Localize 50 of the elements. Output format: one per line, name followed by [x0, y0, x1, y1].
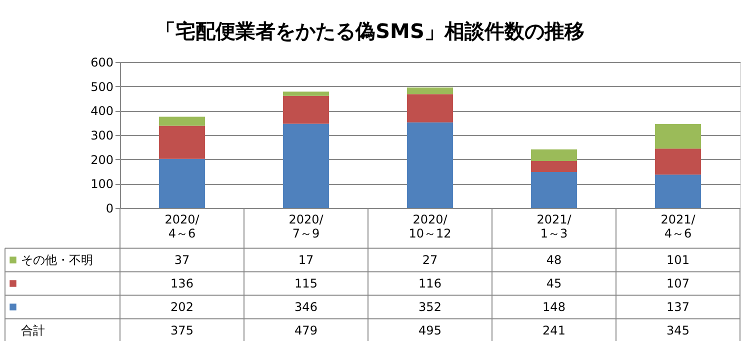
bar [159, 116, 205, 126]
text: 345 [666, 324, 690, 338]
text: 479 [294, 324, 318, 338]
bar [531, 172, 577, 208]
x-tick-label: 2021/ 4～6 [660, 212, 696, 240]
y-tick-label: 0 [106, 202, 114, 216]
data-label: 136 [170, 276, 194, 290]
y-tick-label: 100 [90, 177, 114, 192]
bar [283, 92, 329, 96]
y-tick-label: 400 [90, 104, 114, 118]
bar [407, 94, 453, 122]
y-tick-label: 300 [90, 128, 114, 142]
bar [407, 88, 453, 94]
bar [159, 126, 205, 159]
text: 合計 [21, 324, 45, 338]
legend-label: その他・不明 [21, 253, 93, 267]
data-label: 202 [170, 300, 194, 314]
data-label: 116 [418, 276, 442, 290]
bar [531, 161, 577, 172]
data-label: 37 [174, 253, 190, 267]
y-tick-label: 200 [90, 152, 114, 167]
data-label: 346 [294, 300, 318, 314]
x-tick-label: 2020/ 7～9 [288, 212, 324, 240]
data-label: 17 [298, 253, 314, 267]
x-tick-label: 2020/ 4～6 [164, 212, 200, 240]
text: 241 [542, 324, 566, 338]
data-label: 148 [542, 300, 566, 314]
bar [283, 96, 329, 124]
data-label: 107 [666, 276, 690, 290]
chart-title: 「宅配便業者をかたる偽SMS」相談件数の推移 [156, 19, 584, 43]
text: 495 [418, 324, 442, 338]
y-tick-label: 600 [90, 56, 114, 70]
x-tick-label: 2021/ 1～3 [536, 212, 572, 240]
bar [283, 124, 329, 208]
data-label: 45 [546, 276, 562, 290]
bar [655, 174, 701, 208]
bar [655, 148, 701, 175]
bar [531, 149, 577, 162]
data-label: 352 [418, 300, 442, 314]
data-label: 48 [546, 253, 562, 267]
data-label: 101 [666, 253, 690, 267]
x-tick-label: 2020/ 10～12 [408, 212, 452, 240]
data-label: 137 [666, 300, 690, 314]
text: 375 [170, 324, 194, 338]
data-label: 115 [294, 276, 318, 290]
y-tick-label: 500 [90, 80, 114, 94]
bar [407, 122, 453, 208]
bar [159, 158, 205, 208]
bar [655, 124, 701, 149]
data-label: 27 [422, 253, 438, 267]
